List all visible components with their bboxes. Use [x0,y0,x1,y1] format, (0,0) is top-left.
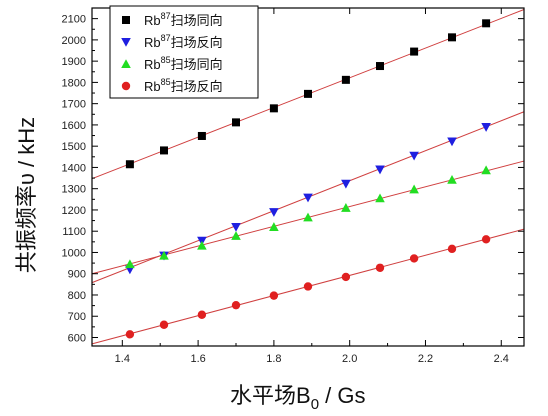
y-axis-title: 共振频率υ / kHz [14,117,39,273]
data-point-series-4 [409,254,419,263]
x-tick-label: 1.6 [190,353,205,365]
data-points [125,19,491,339]
y-tick-label: 900 [68,269,86,281]
data-point-series-1 [410,47,419,56]
data-point-series-1 [232,118,240,127]
data-point-series-4 [341,272,351,282]
data-point-series-1 [304,89,312,98]
data-point-series-1 [197,131,206,140]
y-tick-label: 1200 [62,205,86,217]
data-point-series-1 [376,62,384,71]
data-point-series-1 [482,19,491,28]
data-point-series-3 [197,240,207,250]
legend-marker-1 [122,16,130,24]
data-point-series-4 [159,320,169,329]
data-point-series-4 [481,235,491,244]
data-point-series-3 [341,203,351,212]
data-point-series-2 [303,193,313,203]
legend-marker-2 [121,38,131,47]
y-tick-label: 1900 [62,56,86,68]
data-point-series-2 [481,123,491,132]
legend: Rb87扫场同向 Rb87扫场反向 Rb85扫场同向 Rb85扫场反向 [109,5,259,99]
y-tick-label: 1800 [62,77,86,89]
data-point-series-4 [231,300,241,310]
y-tick-label: 1000 [62,247,86,259]
x-axis-title-main: 水平场B [230,383,311,408]
y-tick-label: 600 [68,332,86,344]
data-point-series-2 [231,222,241,232]
plot-frame [91,7,525,347]
legend-label-4: Rb85扫场反向 [144,77,223,94]
data-point-series-3 [481,165,491,175]
data-point-series-1 [125,160,134,169]
y-tick-label: 2000 [62,35,86,47]
x-tick-label: 1.4 [115,353,130,365]
legend-marker-3 [121,59,131,68]
legend-marker-4 [121,81,131,91]
data-point-series-1 [448,33,456,42]
axes: 1.4 1.6 1.8 2.0 2.2 2.4 600 700 800 900 1000 1100 12… [62,7,525,365]
data-point-series-2 [447,137,457,147]
data-point-series-3 [375,193,385,203]
data-point-series-3 [159,250,169,260]
data-point-series-4 [447,244,457,254]
data-point-series-4 [269,291,279,300]
x-tick-label: 2.2 [418,353,433,365]
y-tick-label: 800 [68,290,86,302]
data-point-series-3 [269,222,279,231]
data-point-series-3 [231,231,241,240]
data-point-series-3 [409,184,419,194]
y-tick-label: 1500 [62,141,86,153]
data-point-series-4 [303,282,313,291]
data-point-series-4 [197,310,207,319]
y-tick-label: 1100 [62,226,86,238]
data-point-series-1 [341,75,350,84]
y-tick-label: 2100 [62,14,86,26]
data-point-series-1 [269,104,278,113]
x-axis-title: 水平场B0 / Gs [230,383,365,413]
legend-label-3: Rb85扫场同向 [144,55,223,72]
legend-label-1: Rb87扫场同向 [144,11,223,28]
data-point-series-3 [303,212,313,222]
data-point-series-2 [375,165,385,175]
y-tick-label: 1300 [62,184,86,196]
x-axis-title-unit: / Gs [319,383,365,408]
data-point-series-2 [341,179,351,189]
y-tick-label: 1600 [62,120,86,132]
x-tick-label: 1.8 [266,353,281,365]
x-tick-label: 2.0 [342,353,357,365]
data-point-series-1 [160,146,168,155]
data-point-series-4 [375,263,385,272]
data-point-series-2 [269,208,279,217]
legend-label-2: Rb87扫场反向 [144,33,223,50]
legend-box [109,5,259,99]
data-point-series-3 [447,174,457,184]
y-tick-label: 1700 [62,99,86,111]
data-point-series-2 [409,151,419,161]
data-point-series-4 [125,330,135,339]
y-tick-label: 1400 [62,162,86,174]
y-tick-label: 700 [68,311,86,323]
x-tick-label: 2.4 [494,353,509,365]
x-axis-title-sub: 0 [311,396,319,413]
data-point-series-3 [125,259,135,269]
